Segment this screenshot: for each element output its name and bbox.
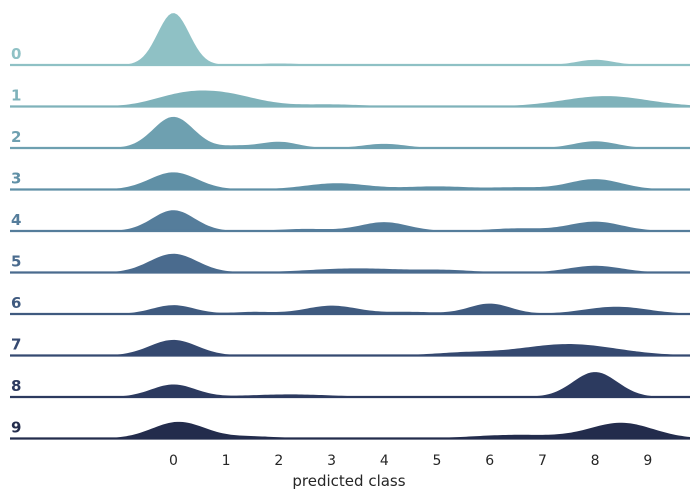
row-label-1: 1 <box>11 87 21 105</box>
ridge-area-4 <box>10 210 690 231</box>
x-axis-ticks: 0 1 2 3 4 5 6 7 8 9 <box>169 453 652 469</box>
x-tick-label-9: 9 <box>643 453 652 469</box>
row-label-3: 3 <box>11 170 21 188</box>
x-tick-label-3: 3 <box>327 453 336 469</box>
ridge-area-7 <box>10 339 690 356</box>
ridge-area-1 <box>10 90 690 107</box>
ridge-area-8 <box>10 372 690 397</box>
x-tick-label-8: 8 <box>591 453 600 469</box>
x-tick-label-5: 5 <box>433 453 442 469</box>
row-label-8: 8 <box>11 377 21 395</box>
row-label-9: 9 <box>11 419 21 437</box>
x-axis-label: predicted class <box>292 472 405 490</box>
row-label-0: 0 <box>11 45 21 63</box>
row-label-2: 2 <box>11 128 21 146</box>
ridge-area-9 <box>10 421 690 439</box>
x-tick-label-4: 4 <box>380 453 389 469</box>
ridge-area-0 <box>10 13 690 65</box>
row-label-6: 6 <box>11 294 21 312</box>
x-tick-label-7: 7 <box>538 453 547 469</box>
x-tick-label-2: 2 <box>274 453 283 469</box>
ridge-area-2 <box>10 116 690 148</box>
x-tick-label-6: 6 <box>485 453 494 469</box>
row-label-4: 4 <box>11 211 21 229</box>
row-label-7: 7 <box>11 336 21 354</box>
ridge-area-6 <box>10 303 690 314</box>
ridge-area-3 <box>10 172 690 190</box>
row-label-5: 5 <box>11 253 21 271</box>
x-tick-label-1: 1 <box>222 453 231 469</box>
ridges: 0 1 2 3 4 5 6 7 8 9 <box>10 13 690 440</box>
ridge-area-5 <box>10 253 690 273</box>
x-tick-label-0: 0 <box>169 453 178 469</box>
